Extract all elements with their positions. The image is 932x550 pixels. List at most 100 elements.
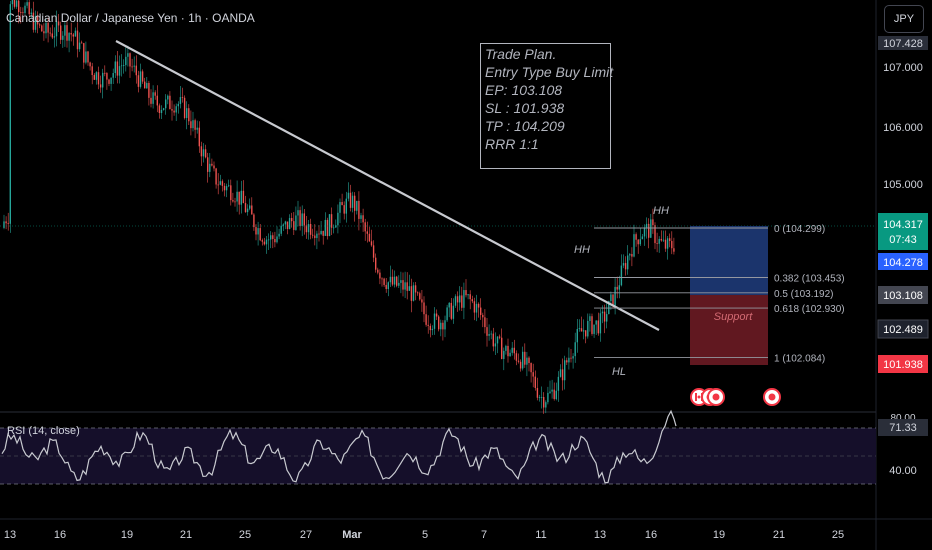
candle-body — [545, 402, 547, 408]
entry-price-tag-value: 103.108 — [883, 290, 923, 302]
trendline[interactable] — [115, 40, 660, 331]
candle-body — [263, 241, 266, 245]
candle-body — [654, 225, 656, 244]
candle-body — [55, 21, 58, 37]
rsi-label[interactable]: RSI (14, close) — [7, 425, 80, 437]
event-icon[interactable] — [707, 388, 725, 406]
candle-body — [633, 234, 635, 257]
candle-body — [612, 294, 614, 307]
candle-body — [28, 2, 30, 15]
candle-body — [503, 350, 505, 359]
rsi-value-tag — [878, 419, 928, 436]
candle-body — [616, 286, 618, 290]
candle-body — [255, 227, 257, 235]
candle-body — [488, 334, 490, 336]
stop-zone[interactable] — [690, 295, 768, 365]
candle-body — [131, 66, 133, 68]
rsi-value: 71.33 — [889, 422, 917, 434]
candle-body — [62, 35, 64, 40]
candle-body — [177, 103, 179, 107]
candle-body — [404, 282, 406, 290]
candle-body — [570, 357, 572, 359]
candle-body — [509, 352, 511, 357]
currency-button[interactable]: JPY — [884, 5, 924, 33]
candle-body — [351, 195, 354, 208]
candle-body — [118, 66, 121, 76]
candle-body — [501, 337, 503, 359]
candle-body — [366, 231, 368, 234]
candle-body — [446, 307, 448, 321]
rsi-line — [1, 409, 677, 484]
candle-body — [410, 286, 413, 301]
candle-body — [286, 221, 289, 229]
candle-body — [526, 357, 528, 365]
trade-plan-note[interactable]: Trade Plan. Entry Type Buy Limit EP: 103… — [480, 43, 614, 169]
candle-body — [381, 278, 383, 280]
candle-body — [43, 31, 45, 34]
candle-body — [162, 108, 165, 110]
stop-price-tag-value: 101.938 — [883, 359, 923, 371]
fib-level-label: 0.382 (103.453) — [774, 273, 845, 284]
candle-body — [639, 239, 641, 245]
candle-body — [505, 345, 507, 351]
candle-body — [141, 71, 144, 82]
candle-body — [610, 294, 612, 302]
candle-body — [15, 0, 18, 7]
candle-body — [288, 218, 291, 229]
candle-body — [482, 314, 484, 318]
target-zone[interactable] — [690, 226, 768, 295]
hl-label: HL — [612, 366, 626, 378]
candle-body — [74, 30, 77, 37]
candle-body — [160, 109, 163, 113]
candle-body — [148, 82, 150, 98]
candle-body — [236, 191, 238, 202]
candle-body — [192, 120, 194, 129]
candle-body — [637, 239, 639, 245]
candle-body — [669, 238, 671, 241]
candle-body — [127, 53, 129, 57]
candle-body — [553, 389, 555, 400]
candle-body — [555, 390, 557, 400]
candle-body — [591, 316, 593, 334]
candle-body — [104, 72, 106, 74]
candle-body — [427, 324, 429, 326]
candle-body — [463, 290, 465, 308]
time-tick: 21 — [773, 529, 785, 541]
price-axis-top-partial: 107.428 — [883, 38, 923, 50]
candle-body — [564, 360, 566, 381]
candle-body — [475, 303, 478, 313]
candle-body — [309, 223, 312, 235]
time-axis[interactable]: 13 16 19 21 25 27 Mar 5 7 11 13 16 19 21 25 — [4, 529, 844, 541]
candle-body — [36, 16, 39, 25]
candle-body — [171, 109, 173, 111]
trade-plan-line: Entry Type Buy Limit — [485, 64, 614, 80]
candle-body — [297, 210, 299, 216]
candle-body — [343, 205, 345, 214]
candle-body — [156, 95, 158, 106]
rsi-axis[interactable]: 80.00 71.33 40.00 — [878, 413, 928, 477]
event-icon[interactable] — [763, 388, 781, 406]
candle-body — [125, 56, 127, 66]
candle-body — [662, 239, 665, 241]
candle-body — [299, 210, 301, 226]
candle-body — [51, 33, 53, 38]
candle-body — [532, 372, 534, 377]
candle-body — [133, 65, 135, 67]
candle-body — [582, 330, 585, 332]
fib-retracement[interactable]: 0 (104.299) 0.382 (103.453) 0.5 (103.192) 0… — [594, 224, 845, 365]
symbol-title[interactable]: Canadian Dollar / Japanese Yen · 1h · OA… — [6, 11, 255, 25]
candle-body — [597, 320, 599, 334]
candle-body — [272, 235, 274, 240]
candle-body — [53, 36, 56, 38]
candle-body — [624, 263, 627, 270]
candle-body — [183, 97, 186, 118]
candle-body — [377, 269, 379, 273]
candle-body — [196, 127, 198, 130]
price-axis[interactable]: 107.428 107.000 106.000 105.000 — [878, 36, 928, 191]
candle-body — [253, 214, 255, 228]
candle-body — [480, 307, 482, 315]
candle-body — [631, 254, 633, 257]
candle-body — [186, 108, 188, 118]
